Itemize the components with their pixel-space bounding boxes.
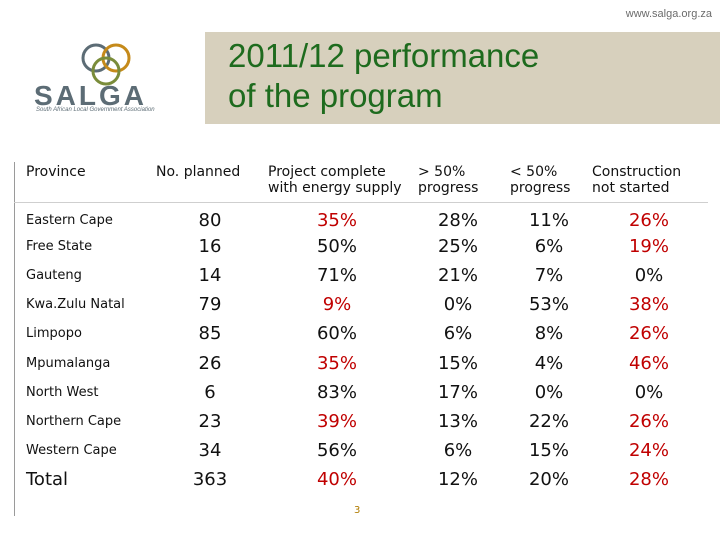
cell-total-label: Total xyxy=(26,469,69,491)
table-total-row: Total 363 40% 12% 20% 28% xyxy=(14,465,708,494)
cell-lt50: 6% xyxy=(534,235,564,257)
cell-complete: 39% xyxy=(316,410,357,432)
cell-not-started: 26% xyxy=(628,209,669,231)
cell-gt50: 15% xyxy=(437,352,478,374)
cell-planned: 85 xyxy=(198,323,222,345)
cell-gt50: 21% xyxy=(437,264,478,286)
logo-wordmark: SALGA xyxy=(34,80,147,111)
table-row: Free State 16 50% 25% 6% 19% xyxy=(14,232,708,261)
logo-tagline: South African Local Government Associati… xyxy=(36,107,155,113)
cell-lt50: 7% xyxy=(534,264,564,286)
cell-complete: 9% xyxy=(322,294,352,316)
cell-lt50: 53% xyxy=(528,294,569,316)
cell-not-started: 24% xyxy=(628,440,669,462)
header-gt50: > 50% progress xyxy=(408,160,508,203)
cell-complete: 83% xyxy=(316,381,357,403)
cell-province: Limpopo xyxy=(26,326,82,342)
table-row: Kwa.Zulu Natal 79 9% 0% 53% 38% xyxy=(14,290,708,319)
table-row: Mpumalanga 26 35% 15% 4% 46% xyxy=(14,348,708,377)
cell-total-lt50: 20% xyxy=(528,469,569,491)
cell-planned: 6 xyxy=(204,381,216,403)
table-row: Western Cape 34 56% 6% 15% 24% xyxy=(14,436,708,465)
cell-complete: 56% xyxy=(316,440,357,462)
performance-table: Province No. planned Project complete wi… xyxy=(14,160,708,515)
header-not-started: Construction not started xyxy=(590,160,708,203)
table-row: North West 6 83% 17% 0% 0% xyxy=(14,378,708,407)
top-bar: www.salga.org.za xyxy=(0,0,720,30)
cell-not-started: 0% xyxy=(634,381,664,403)
header-province: Province xyxy=(14,160,154,203)
cell-planned: 79 xyxy=(198,294,222,316)
cell-total-gt50: 12% xyxy=(437,469,478,491)
cell-lt50: 22% xyxy=(528,410,569,432)
cell-not-started: 0% xyxy=(634,264,664,286)
cell-complete: 35% xyxy=(316,352,357,374)
page-title: 2011/12 performance of the program xyxy=(228,36,539,116)
header-lt50: < 50% progress xyxy=(508,160,590,203)
cell-province: Kwa.Zulu Natal xyxy=(26,297,125,313)
title-line-2: of the program xyxy=(228,77,443,114)
cell-total-not-started: 28% xyxy=(628,469,669,491)
cell-gt50: 6% xyxy=(443,440,473,462)
data-table: Province No. planned Project complete wi… xyxy=(14,160,708,494)
table-row: Limpopo 85 60% 6% 8% 26% xyxy=(14,319,708,348)
page-number: 3 xyxy=(354,505,361,516)
cell-planned: 16 xyxy=(198,235,222,257)
cell-lt50: 15% xyxy=(528,440,569,462)
cell-gt50: 17% xyxy=(437,381,478,403)
table-header-row: Province No. planned Project complete wi… xyxy=(14,160,708,203)
header-planned: No. planned xyxy=(154,160,266,203)
cell-province: North West xyxy=(26,384,99,400)
cell-not-started: 38% xyxy=(628,294,669,316)
cell-province: Northern Cape xyxy=(26,413,122,429)
salga-emblem-icon xyxy=(81,43,131,86)
cell-complete: 60% xyxy=(316,323,357,345)
cell-complete: 71% xyxy=(316,264,357,286)
title-line-1: 2011/12 performance xyxy=(228,37,540,74)
left-rule xyxy=(14,162,15,516)
cell-province: Mpumalanga xyxy=(26,355,111,371)
cell-province: Western Cape xyxy=(26,443,117,459)
cell-province: Eastern Cape xyxy=(26,212,113,228)
cell-not-started: 26% xyxy=(628,323,669,345)
table-row: Northern Cape 23 39% 13% 22% 26% xyxy=(14,407,708,436)
cell-total-planned: 363 xyxy=(192,469,228,491)
table-row: Eastern Cape 80 35% 28% 11% 26% xyxy=(14,203,708,232)
cell-planned: 23 xyxy=(198,410,222,432)
cell-not-started: 46% xyxy=(628,352,669,374)
cell-province: Free State xyxy=(26,238,93,254)
cell-lt50: 11% xyxy=(528,209,569,231)
cell-gt50: 0% xyxy=(443,294,473,316)
cell-complete: 35% xyxy=(316,209,357,231)
cell-province: Gauteng xyxy=(26,267,82,283)
cell-gt50: 25% xyxy=(437,235,478,257)
cell-planned: 80 xyxy=(198,209,222,231)
table-row: Gauteng 14 71% 21% 7% 0% xyxy=(14,261,708,290)
cell-not-started: 26% xyxy=(628,410,669,432)
cell-gt50: 13% xyxy=(437,410,478,432)
header-complete: Project complete with energy supply xyxy=(266,160,408,203)
cell-lt50: 4% xyxy=(534,352,564,374)
cell-gt50: 28% xyxy=(437,209,478,231)
cell-planned: 14 xyxy=(198,264,222,286)
cell-lt50: 0% xyxy=(534,381,564,403)
cell-total-complete: 40% xyxy=(316,469,357,491)
cell-not-started: 19% xyxy=(628,235,669,257)
cell-gt50: 6% xyxy=(443,323,473,345)
cell-planned: 34 xyxy=(198,440,222,462)
cell-lt50: 8% xyxy=(534,323,564,345)
cell-planned: 26 xyxy=(198,352,222,374)
cell-complete: 50% xyxy=(316,235,357,257)
site-url: www.salga.org.za xyxy=(625,8,712,20)
